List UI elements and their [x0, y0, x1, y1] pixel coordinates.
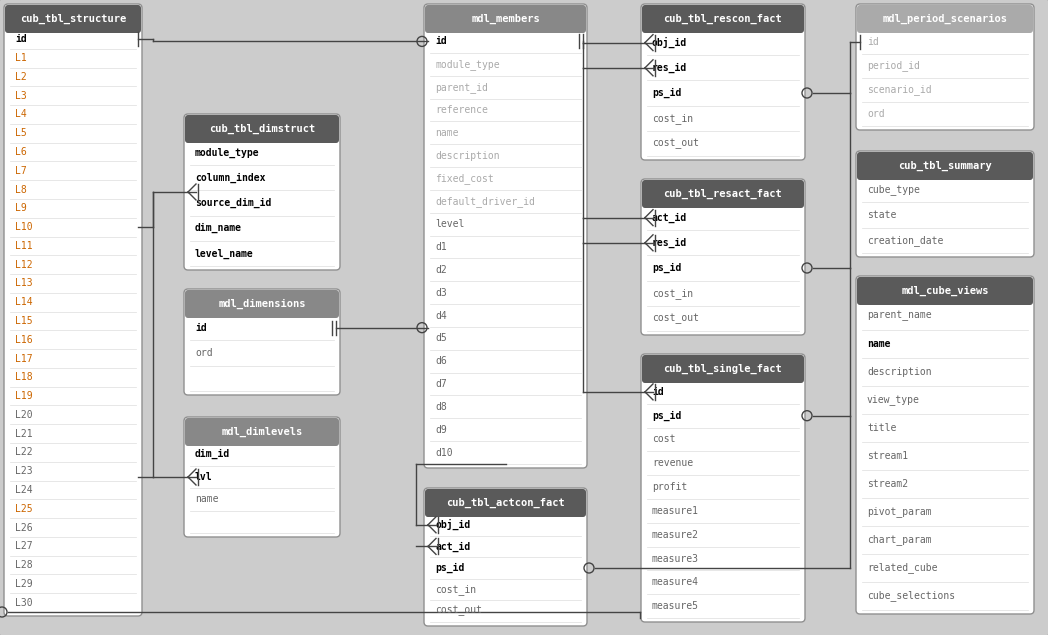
Text: L13: L13 — [15, 279, 32, 288]
Text: state: state — [867, 210, 896, 220]
Text: L22: L22 — [15, 448, 32, 457]
Text: L12: L12 — [15, 260, 32, 270]
Text: L20: L20 — [15, 410, 32, 420]
Text: level_name: level_name — [195, 248, 254, 258]
FancyBboxPatch shape — [185, 290, 339, 318]
Text: cost_out: cost_out — [435, 606, 482, 617]
Text: obj_id: obj_id — [435, 519, 471, 530]
FancyBboxPatch shape — [641, 179, 805, 335]
Text: default_driver_id: default_driver_id — [435, 196, 534, 207]
Text: cost_in: cost_in — [652, 288, 693, 298]
Text: lvl: lvl — [195, 472, 213, 482]
Text: measure3: measure3 — [652, 554, 699, 563]
Text: id: id — [195, 323, 206, 333]
Text: ps_id: ps_id — [652, 263, 681, 273]
Text: measure1: measure1 — [652, 506, 699, 516]
Text: dim_id: dim_id — [195, 449, 231, 459]
Text: L11: L11 — [15, 241, 32, 251]
Text: cub_tbl_structure: cub_tbl_structure — [20, 14, 126, 24]
Text: parent_name: parent_name — [867, 311, 932, 321]
Text: res_id: res_id — [652, 237, 687, 248]
Text: L8: L8 — [15, 185, 27, 194]
Text: L17: L17 — [15, 354, 32, 364]
Text: L14: L14 — [15, 297, 32, 307]
Text: module_type: module_type — [195, 147, 260, 157]
Text: module_type: module_type — [435, 59, 500, 70]
FancyBboxPatch shape — [425, 5, 586, 33]
Text: L18: L18 — [15, 372, 32, 382]
Text: d4: d4 — [435, 311, 446, 321]
Text: L28: L28 — [15, 560, 32, 570]
Text: cub_tbl_summary: cub_tbl_summary — [898, 161, 991, 171]
Text: id: id — [652, 387, 663, 397]
Text: scenario_id: scenario_id — [867, 84, 932, 95]
Text: d3: d3 — [435, 288, 446, 298]
Text: cub_tbl_dimstruct: cub_tbl_dimstruct — [209, 124, 315, 134]
Text: chart_param: chart_param — [867, 535, 932, 545]
FancyBboxPatch shape — [642, 180, 804, 208]
Text: revenue: revenue — [652, 458, 693, 468]
Text: fixed_cost: fixed_cost — [435, 173, 494, 184]
Text: act_id: act_id — [652, 213, 687, 223]
Text: stream1: stream1 — [867, 451, 909, 461]
Text: L7: L7 — [15, 166, 27, 176]
Text: cost: cost — [652, 434, 676, 444]
Text: ord: ord — [195, 348, 213, 358]
Text: d8: d8 — [435, 402, 446, 412]
FancyBboxPatch shape — [856, 151, 1034, 257]
Text: measure5: measure5 — [652, 601, 699, 611]
Text: related_cube: related_cube — [867, 563, 938, 573]
Text: L26: L26 — [15, 523, 32, 533]
Text: cost_out: cost_out — [652, 313, 699, 324]
FancyBboxPatch shape — [185, 115, 339, 143]
Text: description: description — [435, 150, 500, 161]
Text: d7: d7 — [435, 379, 446, 389]
Text: L29: L29 — [15, 579, 32, 589]
Text: parent_id: parent_id — [435, 82, 488, 93]
FancyBboxPatch shape — [424, 488, 587, 626]
Text: L19: L19 — [15, 391, 32, 401]
Text: L24: L24 — [15, 485, 32, 495]
Text: id: id — [435, 36, 446, 46]
Text: description: description — [867, 367, 932, 377]
FancyBboxPatch shape — [424, 4, 587, 468]
Text: ord: ord — [867, 109, 885, 119]
Text: cub_tbl_resact_fact: cub_tbl_resact_fact — [663, 189, 783, 199]
Text: obj_id: obj_id — [652, 37, 687, 48]
Text: mdl_dimensions: mdl_dimensions — [218, 299, 306, 309]
Text: L21: L21 — [15, 429, 32, 439]
Text: mdl_dimlevels: mdl_dimlevels — [221, 427, 303, 437]
Text: L1: L1 — [15, 53, 27, 63]
Text: d9: d9 — [435, 425, 446, 435]
Text: d1: d1 — [435, 242, 446, 252]
Text: name: name — [867, 339, 891, 349]
FancyBboxPatch shape — [857, 152, 1033, 180]
FancyBboxPatch shape — [185, 418, 339, 446]
Text: ps_id: ps_id — [652, 88, 681, 98]
Text: dim_name: dim_name — [195, 223, 242, 233]
Text: L30: L30 — [15, 598, 32, 608]
Text: cub_tbl_single_fact: cub_tbl_single_fact — [663, 364, 783, 374]
Text: L23: L23 — [15, 466, 32, 476]
Text: L25: L25 — [15, 504, 32, 514]
Text: title: title — [867, 423, 896, 433]
Text: L5: L5 — [15, 128, 27, 138]
Text: L2: L2 — [15, 72, 27, 82]
Text: mdl_period_scenarios: mdl_period_scenarios — [882, 14, 1007, 24]
Text: cube_type: cube_type — [867, 184, 920, 195]
Text: id: id — [15, 34, 27, 44]
Text: id: id — [867, 37, 879, 47]
Text: d10: d10 — [435, 448, 453, 458]
Text: name: name — [195, 494, 218, 504]
FancyBboxPatch shape — [856, 276, 1034, 614]
Text: stream2: stream2 — [867, 479, 909, 489]
Text: pivot_param: pivot_param — [867, 507, 932, 518]
Text: d5: d5 — [435, 333, 446, 344]
Text: view_type: view_type — [867, 394, 920, 406]
Text: cost_out: cost_out — [652, 138, 699, 149]
Text: period_id: period_id — [867, 60, 920, 72]
Text: L10: L10 — [15, 222, 32, 232]
FancyBboxPatch shape — [641, 4, 805, 160]
FancyBboxPatch shape — [642, 5, 804, 33]
